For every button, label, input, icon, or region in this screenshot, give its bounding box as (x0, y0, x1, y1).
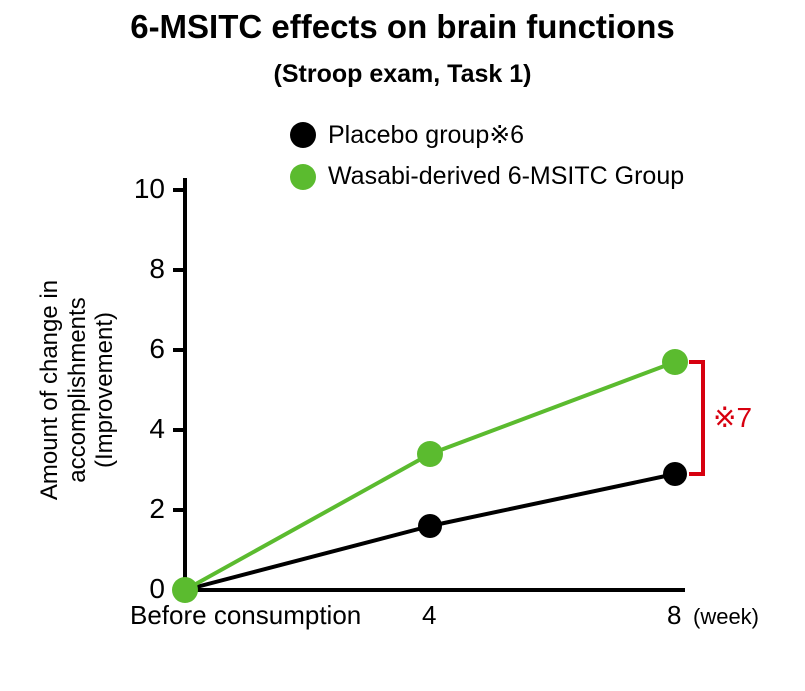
chart-container: 6-MSITC effects on brain functions (Stro… (0, 0, 805, 691)
chart-svg (0, 0, 805, 691)
